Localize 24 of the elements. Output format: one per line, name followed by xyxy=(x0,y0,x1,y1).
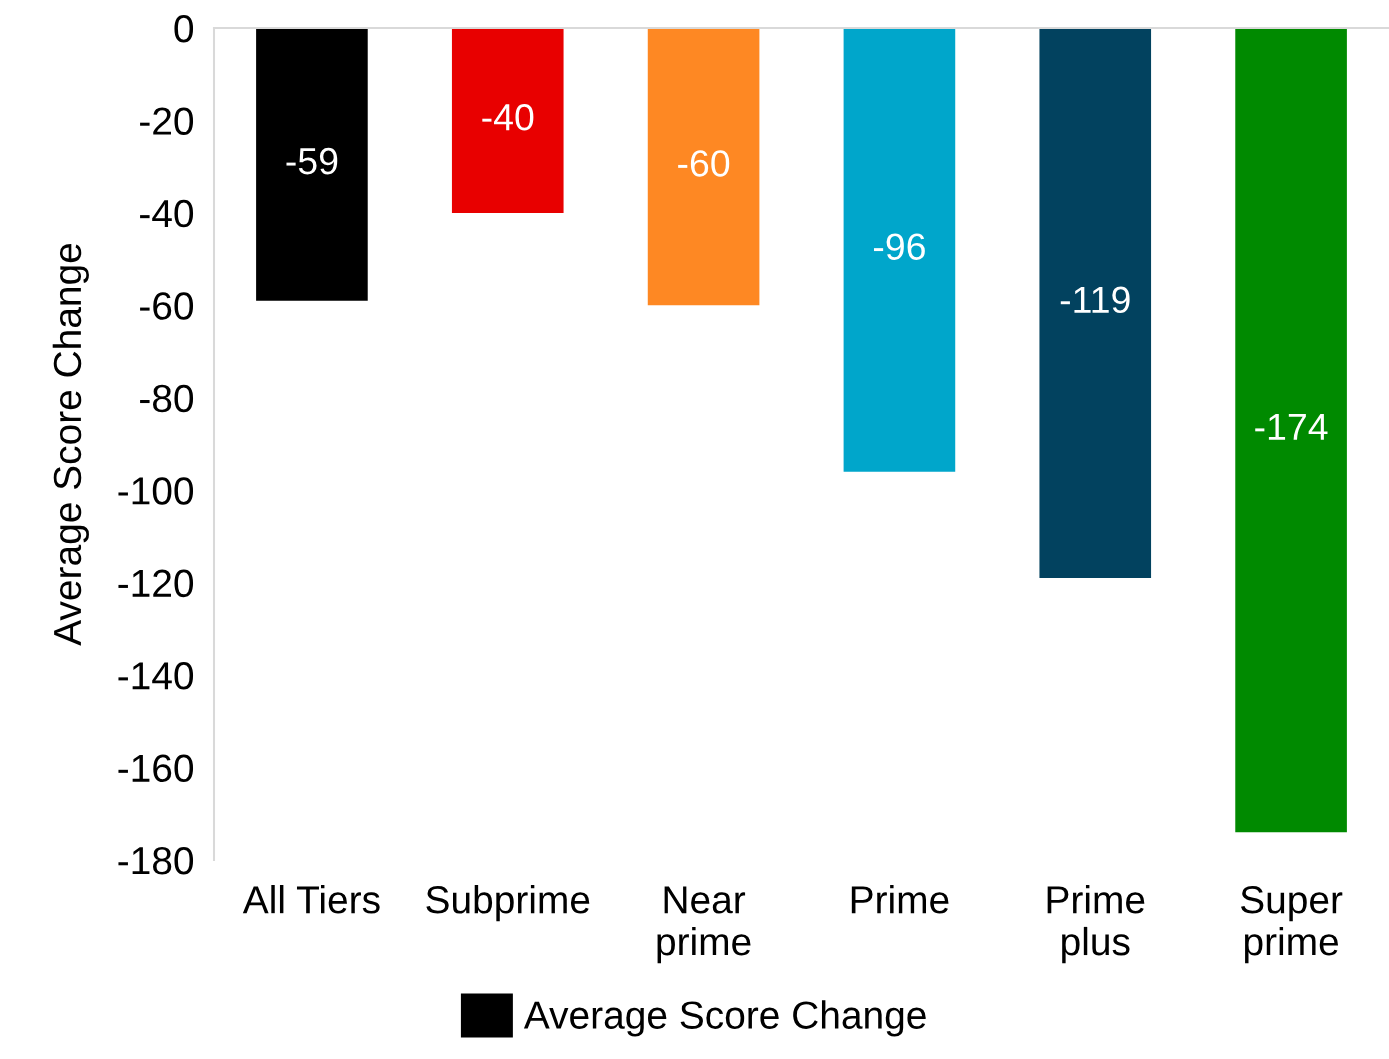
x-tick-label: Near prime xyxy=(657,886,751,964)
data-label: -96 xyxy=(873,233,925,260)
x-tick-label: Subprime xyxy=(426,885,590,922)
x-tick-label: All Tiers xyxy=(242,885,380,914)
y-tick-label: -100 xyxy=(118,477,194,505)
y-tick-label: 0 xyxy=(174,14,194,43)
x-tick-label: Super prime xyxy=(1240,886,1343,964)
y-tick-label: -60 xyxy=(140,292,194,320)
data-label: -40 xyxy=(482,103,534,131)
y-tick-label: -160 xyxy=(118,754,194,783)
y-tick-label: -20 xyxy=(140,107,194,135)
y-tick-label: -120 xyxy=(118,569,194,598)
y-tick-label: -40 xyxy=(140,199,194,228)
y-tick-label: -180 xyxy=(118,846,194,875)
data-label: -59 xyxy=(286,147,338,175)
y-axis-title: Average Score Change xyxy=(52,243,89,646)
x-tick-label: Prime xyxy=(851,885,949,914)
data-label: -60 xyxy=(678,150,730,177)
data-label: -174 xyxy=(1255,414,1328,440)
legend-label: Average Score Change xyxy=(523,1000,926,1037)
y-tick-label: -80 xyxy=(140,384,194,413)
data-label: -119 xyxy=(1060,286,1130,314)
x-tick-label: Prime plus xyxy=(1047,885,1145,964)
y-tick-label: -140 xyxy=(118,662,194,690)
